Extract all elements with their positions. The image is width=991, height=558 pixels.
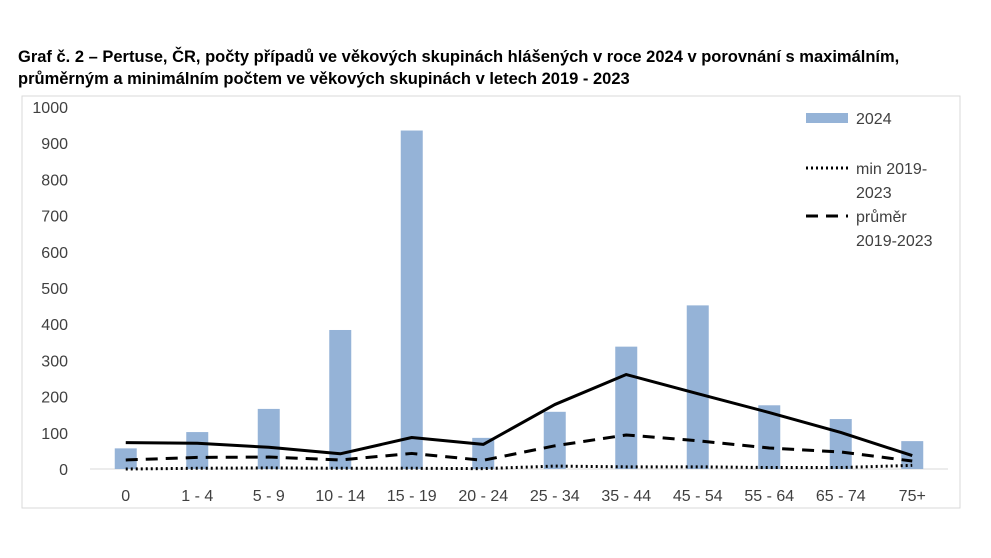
x-tick-label: 1 - 4 [181,488,213,505]
x-tick-label: 20 - 24 [458,488,508,505]
x-tick-label: 45 - 54 [673,488,723,505]
bar-series-2024 [114,130,924,469]
y-tick-label-500: 500 [41,281,68,298]
y-tick-label-300: 300 [41,353,68,370]
y-tick-label-700: 700 [41,209,68,226]
x-axis: 0 1 - 4 5 - 9 10 - 14 15 - 19 20 - 24 25 - 34 3… [90,468,948,505]
y-tick-label-900: 900 [41,136,68,153]
x-tick-label: 65 - 74 [816,488,866,505]
x-tick-label: 15 - 19 [387,488,437,505]
y-tick-label-800: 800 [41,172,68,189]
x-tick-label: 35 - 44 [601,488,651,505]
legend-label: 2019-2023 [856,233,933,250]
y-tick-label-600: 600 [41,245,68,262]
x-tick-label: 5 - 9 [253,488,285,505]
legend-label: 2023 [856,185,892,202]
y-tick-label-200: 200 [41,390,68,407]
bar-1-4 [186,432,209,469]
x-tick-label: 0 [121,488,130,505]
bar-20-24 [472,437,495,469]
bar-35-44 [615,346,638,469]
chart-title-line-2: průměrným a minimálním počtem ve věkovýc… [18,70,630,88]
bar-15-19 [400,130,423,469]
x-tick-label: 10 - 14 [315,488,365,505]
line-series-pr-m-r-2019-2023 [125,433,913,463]
legend: 2024 min 2019- 2023 průměr 2019-2023 [806,111,933,250]
legend-label: průměr [856,208,907,226]
chart-title-line-1: Graf č. 2 – Pertuse, ČR, počty případů v… [18,48,900,66]
line-series-group [125,373,913,471]
chart-title: Graf č. 2 – Pertuse, ČR, počty případů v… [18,46,978,90]
y-tick-label-0: 0 [59,462,68,479]
line-series-min-2019-2023 [125,463,913,471]
x-tick-label: 25 - 34 [530,488,580,505]
chart-area-border [21,95,961,509]
legend-swatch-2024 [806,113,848,123]
bar-65-74 [829,419,852,469]
legend-label: min 2019- [856,161,927,178]
bar-5-9 [257,408,280,469]
bar-10-14 [329,329,352,469]
bar-55-64 [758,405,781,469]
y-tick-label-100: 100 [41,426,68,443]
bar-45-54 [686,305,709,469]
legend-label: 2024 [856,111,892,128]
y-axis: 0 100 200 300 400 500 600 700 800 900 1000 [32,100,68,479]
y-tick-label-400: 400 [41,317,68,334]
x-tick-label: 75+ [899,488,926,505]
bar-25-34 [543,411,566,469]
line-series-solid [125,373,913,458]
y-tick-label-1000: 1000 [32,100,68,117]
x-tick-label: 55 - 64 [744,488,794,505]
